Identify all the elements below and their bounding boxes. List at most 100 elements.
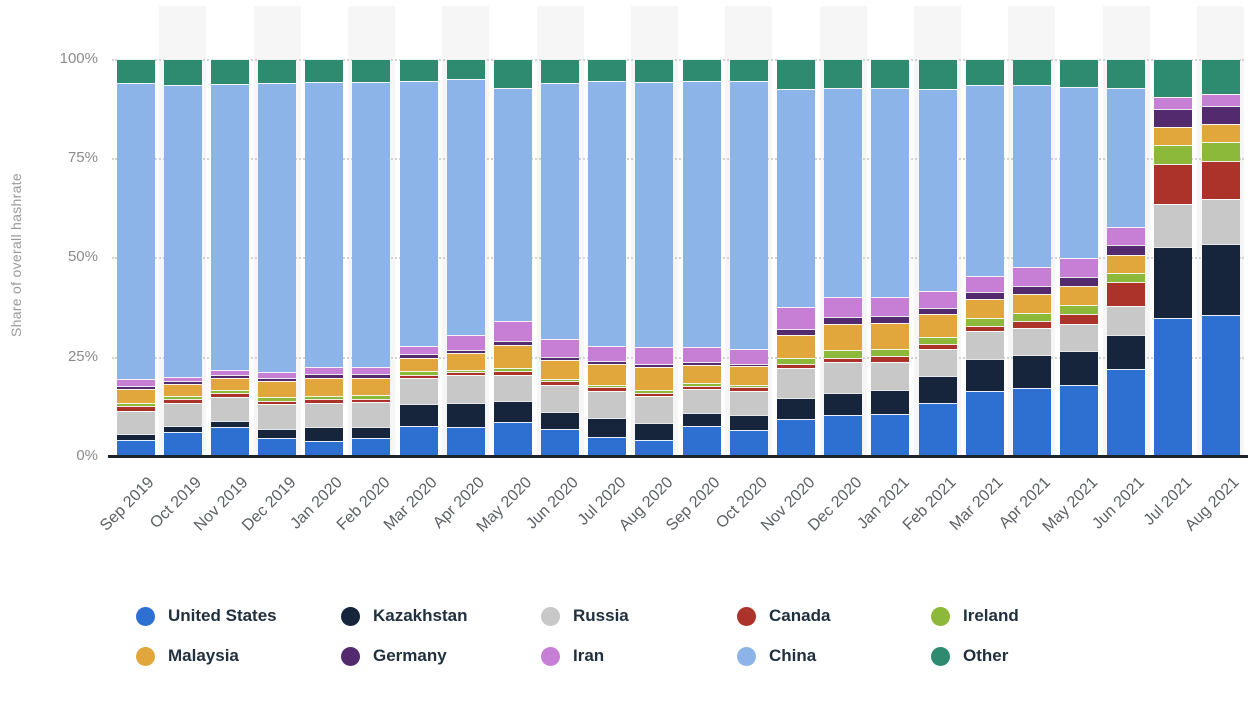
- bar-segment-china[interactable]: [163, 84, 202, 377]
- bar-segment-russia[interactable]: [871, 362, 910, 390]
- bar-segment-canada[interactable]: [1060, 313, 1099, 324]
- bar-segment-iran[interactable]: [729, 348, 768, 364]
- bar-segment-canada[interactable]: [446, 372, 485, 376]
- bar-segment-china[interactable]: [682, 80, 721, 347]
- bar-segment-canada[interactable]: [399, 374, 438, 379]
- bar-segment-china[interactable]: [258, 82, 297, 372]
- bar-segment-canada[interactable]: [1154, 163, 1193, 204]
- bar-segment-germany[interactable]: [1012, 285, 1051, 294]
- bar-segment-other[interactable]: [352, 59, 391, 83]
- bar-segment-russia[interactable]: [776, 368, 815, 399]
- bar-segment-united-states[interactable]: [965, 390, 1004, 456]
- bar-segment-canada[interactable]: [163, 399, 202, 403]
- bar-segment-canada[interactable]: [1012, 321, 1051, 329]
- bar-segment-china[interactable]: [965, 85, 1004, 277]
- bar-segment-russia[interactable]: [965, 331, 1004, 359]
- bar-segment-malaysia[interactable]: [729, 366, 768, 385]
- bar-segment-united-states[interactable]: [1012, 387, 1051, 456]
- bar-segment-united-states[interactable]: [541, 429, 580, 456]
- bar-segment-other[interactable]: [635, 59, 674, 82]
- bar-segment-kazakhstan[interactable]: [1154, 247, 1193, 318]
- bar-segment-other[interactable]: [446, 59, 485, 80]
- bar-segment-malaysia[interactable]: [1201, 124, 1240, 143]
- bar-segment-germany[interactable]: [1060, 276, 1099, 286]
- bar-segment-united-states[interactable]: [588, 436, 627, 456]
- bar-segment-kazakhstan[interactable]: [682, 413, 721, 427]
- bar-segment-malaysia[interactable]: [776, 334, 815, 359]
- bar-segment-kazakhstan[interactable]: [541, 411, 580, 430]
- bar-segment-malaysia[interactable]: [682, 364, 721, 384]
- bar-segment-kazakhstan[interactable]: [965, 358, 1004, 391]
- bar-segment-other[interactable]: [824, 59, 863, 89]
- legend-item-other[interactable]: Other: [931, 646, 1111, 666]
- bar-segment-china[interactable]: [305, 82, 344, 367]
- bar-segment-kazakhstan[interactable]: [1201, 243, 1240, 316]
- bar-segment-germany[interactable]: [1107, 245, 1146, 256]
- bar-segment-china[interactable]: [399, 80, 438, 346]
- bar-segment-germany[interactable]: [729, 363, 768, 367]
- bar-segment-iran[interactable]: [965, 276, 1004, 293]
- bar-segment-russia[interactable]: [824, 362, 863, 393]
- bar-segment-kazakhstan[interactable]: [776, 398, 815, 420]
- bar-segment-iran[interactable]: [352, 367, 391, 375]
- bar-segment-ireland[interactable]: [352, 395, 391, 399]
- bar-segment-canada[interactable]: [493, 371, 532, 376]
- bar-segment-united-states[interactable]: [493, 422, 532, 456]
- bar-segment-other[interactable]: [871, 59, 910, 88]
- bar-segment-iran[interactable]: [824, 297, 863, 318]
- bar-segment-china[interactable]: [1107, 88, 1146, 228]
- bar-segment-other[interactable]: [493, 59, 532, 89]
- bar-segment-canada[interactable]: [352, 398, 391, 403]
- bar-segment-ireland[interactable]: [776, 358, 815, 365]
- bar-segment-malaysia[interactable]: [163, 384, 202, 396]
- bar-segment-iran[interactable]: [588, 346, 627, 361]
- bar-segment-iran[interactable]: [493, 321, 532, 342]
- bar-segment-ireland[interactable]: [965, 318, 1004, 326]
- bar-segment-ireland[interactable]: [1012, 313, 1051, 322]
- bar-segment-ireland[interactable]: [305, 395, 344, 400]
- legend-item-canada[interactable]: Canada: [737, 606, 931, 626]
- bar-segment-malaysia[interactable]: [210, 378, 249, 390]
- bar-segment-kazakhstan[interactable]: [116, 434, 155, 440]
- bar-segment-canada[interactable]: [682, 385, 721, 390]
- bar-segment-canada[interactable]: [116, 406, 155, 411]
- bar-segment-ireland[interactable]: [1060, 305, 1099, 314]
- bar-segment-other[interactable]: [1060, 59, 1099, 87]
- bar-segment-kazakhstan[interactable]: [258, 429, 297, 439]
- bar-segment-canada[interactable]: [871, 356, 910, 363]
- bar-segment-united-states[interactable]: [446, 427, 485, 456]
- bar-segment-iran[interactable]: [1201, 94, 1240, 107]
- bar-segment-kazakhstan[interactable]: [399, 404, 438, 426]
- bar-segment-malaysia[interactable]: [871, 323, 910, 349]
- bar-segment-ireland[interactable]: [210, 389, 249, 394]
- bar-segment-iran[interactable]: [1154, 96, 1193, 110]
- bar-segment-kazakhstan[interactable]: [352, 426, 391, 438]
- bar-segment-ireland[interactable]: [1154, 145, 1193, 164]
- bar-segment-canada[interactable]: [210, 393, 249, 398]
- bar-segment-malaysia[interactable]: [1107, 255, 1146, 273]
- legend-item-china[interactable]: China: [737, 646, 931, 666]
- bar-segment-russia[interactable]: [352, 402, 391, 427]
- bar-segment-united-states[interactable]: [776, 419, 815, 456]
- bar-segment-russia[interactable]: [210, 397, 249, 421]
- bar-segment-malaysia[interactable]: [824, 324, 863, 351]
- bar-segment-russia[interactable]: [1060, 323, 1099, 351]
- bar-segment-russia[interactable]: [493, 375, 532, 402]
- bar-segment-malaysia[interactable]: [1154, 126, 1193, 146]
- bar-segment-united-states[interactable]: [258, 438, 297, 456]
- bar-segment-united-states[interactable]: [1154, 317, 1193, 456]
- bar-segment-china[interactable]: [493, 88, 532, 322]
- bar-segment-other[interactable]: [305, 59, 344, 83]
- bar-segment-other[interactable]: [776, 59, 815, 89]
- bar-segment-russia[interactable]: [588, 391, 627, 419]
- bar-segment-kazakhstan[interactable]: [871, 389, 910, 414]
- bar-segment-ireland[interactable]: [399, 371, 438, 375]
- bar-segment-malaysia[interactable]: [1060, 285, 1099, 306]
- bar-segment-ireland[interactable]: [1107, 272, 1146, 282]
- bar-segment-germany[interactable]: [352, 374, 391, 378]
- bar-segment-iran[interactable]: [1060, 258, 1099, 277]
- bar-segment-united-states[interactable]: [682, 426, 721, 456]
- bar-segment-united-states[interactable]: [305, 440, 344, 456]
- legend-item-united-states[interactable]: United States: [136, 606, 341, 626]
- bar-segment-malaysia[interactable]: [635, 367, 674, 390]
